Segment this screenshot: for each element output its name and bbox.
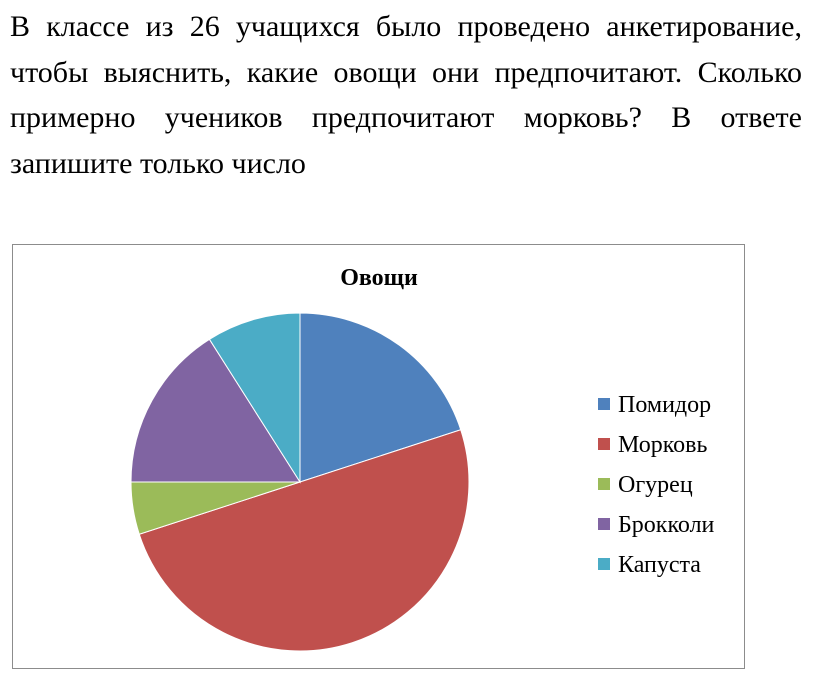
legend: Помидор Морковь Огурец Брокколи Капуста	[598, 392, 715, 578]
pie-slices	[130, 312, 470, 652]
pie-slice-4	[130, 338, 301, 483]
pie-chart: Овощи Помидор Морковь Огурец Брокколи Капуст…	[130, 265, 715, 652]
legend-label-5: Капуста	[618, 552, 701, 578]
legend-label-1: Помидор	[618, 392, 711, 418]
legend-label-2: Морковь	[618, 432, 708, 458]
chart-title: Овощи	[340, 265, 418, 291]
legend-swatch-4	[598, 518, 610, 530]
legend-swatch-3	[598, 478, 610, 490]
pie-slice-2	[138, 429, 470, 652]
legend-swatch-1	[598, 398, 610, 410]
legend-label-3: Огурец	[618, 472, 693, 498]
legend-label-4: Брокколи	[618, 512, 715, 538]
pie-slice-5	[208, 312, 301, 484]
legend-swatch-2	[598, 438, 610, 450]
question-text: В классе из 26 учащихся было проведено а…	[10, 10, 802, 180]
chart-frame: Овощи Помидор Морковь Огурец Брокколи Капуст…	[12, 244, 745, 669]
pie-slice-1	[299, 312, 462, 483]
legend-swatch-5	[598, 558, 610, 570]
